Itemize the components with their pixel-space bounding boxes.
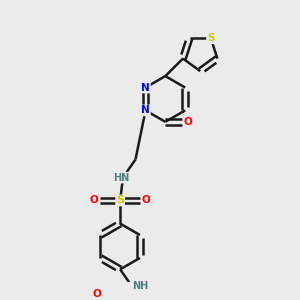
Text: O: O [183, 117, 192, 127]
Text: S: S [116, 196, 124, 206]
Text: O: O [90, 196, 98, 206]
Text: S: S [207, 33, 214, 43]
Text: O: O [142, 196, 151, 206]
Text: HN: HN [113, 172, 130, 183]
Text: N: N [141, 82, 150, 92]
Text: O: O [92, 290, 101, 299]
Text: NH: NH [132, 281, 148, 291]
Text: N: N [141, 105, 150, 116]
